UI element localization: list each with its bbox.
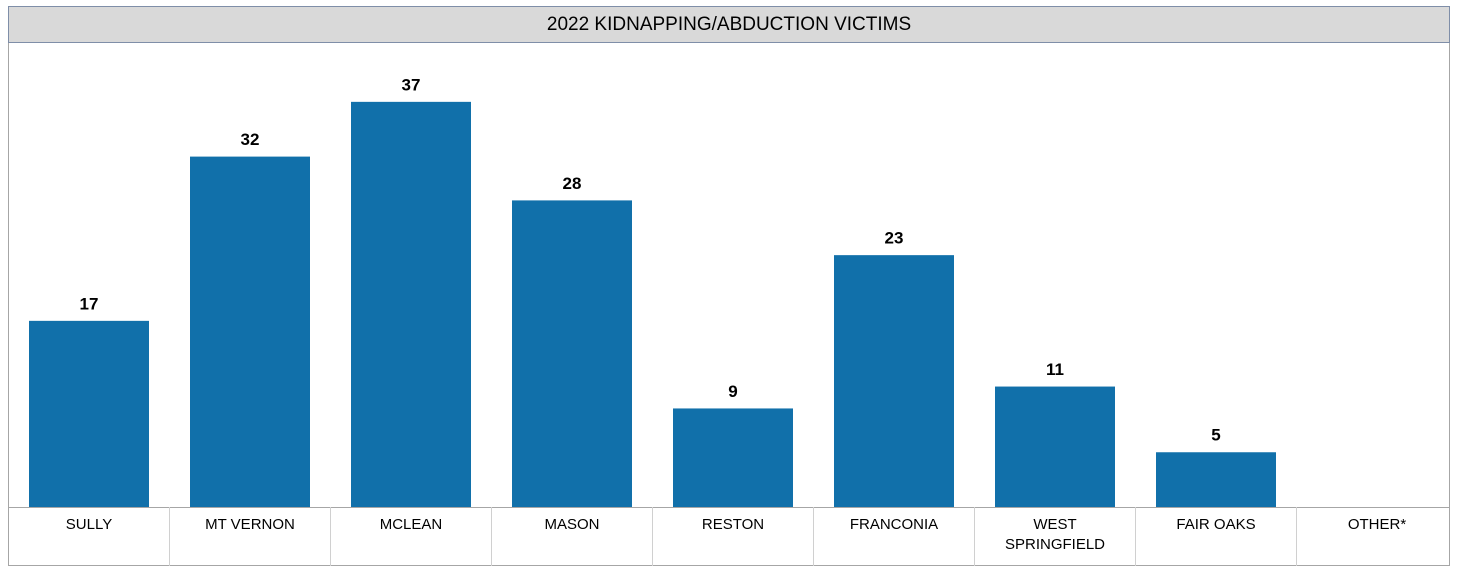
bar (995, 386, 1115, 507)
bar (673, 408, 793, 507)
bar (512, 200, 632, 507)
x-tick-label: FAIR OAKS (1176, 516, 1256, 533)
value-label: 28 (563, 174, 582, 193)
value-label: 11 (1046, 360, 1064, 379)
value-label: 9 (728, 382, 737, 401)
x-tick-label: WEST SPRINGFIELD (1004, 516, 1106, 553)
value-label: 37 (402, 75, 421, 94)
bar (190, 156, 310, 507)
chart-title: 2022 KIDNAPPING/ABDUCTION VICTIMS (547, 14, 911, 35)
x-tick-label: MCLEAN (379, 516, 443, 533)
bar (834, 255, 954, 507)
x-tick-label: OTHER* (1347, 516, 1407, 533)
x-tick-label: FRANCONIA (849, 516, 939, 533)
x-tick-label: MT VERNON (205, 516, 295, 533)
value-label: 17 (80, 294, 99, 313)
bar (351, 101, 471, 507)
value-label: 23 (885, 229, 904, 248)
x-tick-label: SULLY (65, 516, 113, 533)
x-tick-label: MASON (544, 516, 600, 533)
x-tick-label: RESTON (701, 516, 765, 533)
value-label: 32 (241, 130, 260, 149)
bar (1156, 452, 1276, 507)
title-bar (8, 6, 1450, 43)
value-label: 5 (1211, 426, 1220, 445)
bar (29, 320, 149, 507)
